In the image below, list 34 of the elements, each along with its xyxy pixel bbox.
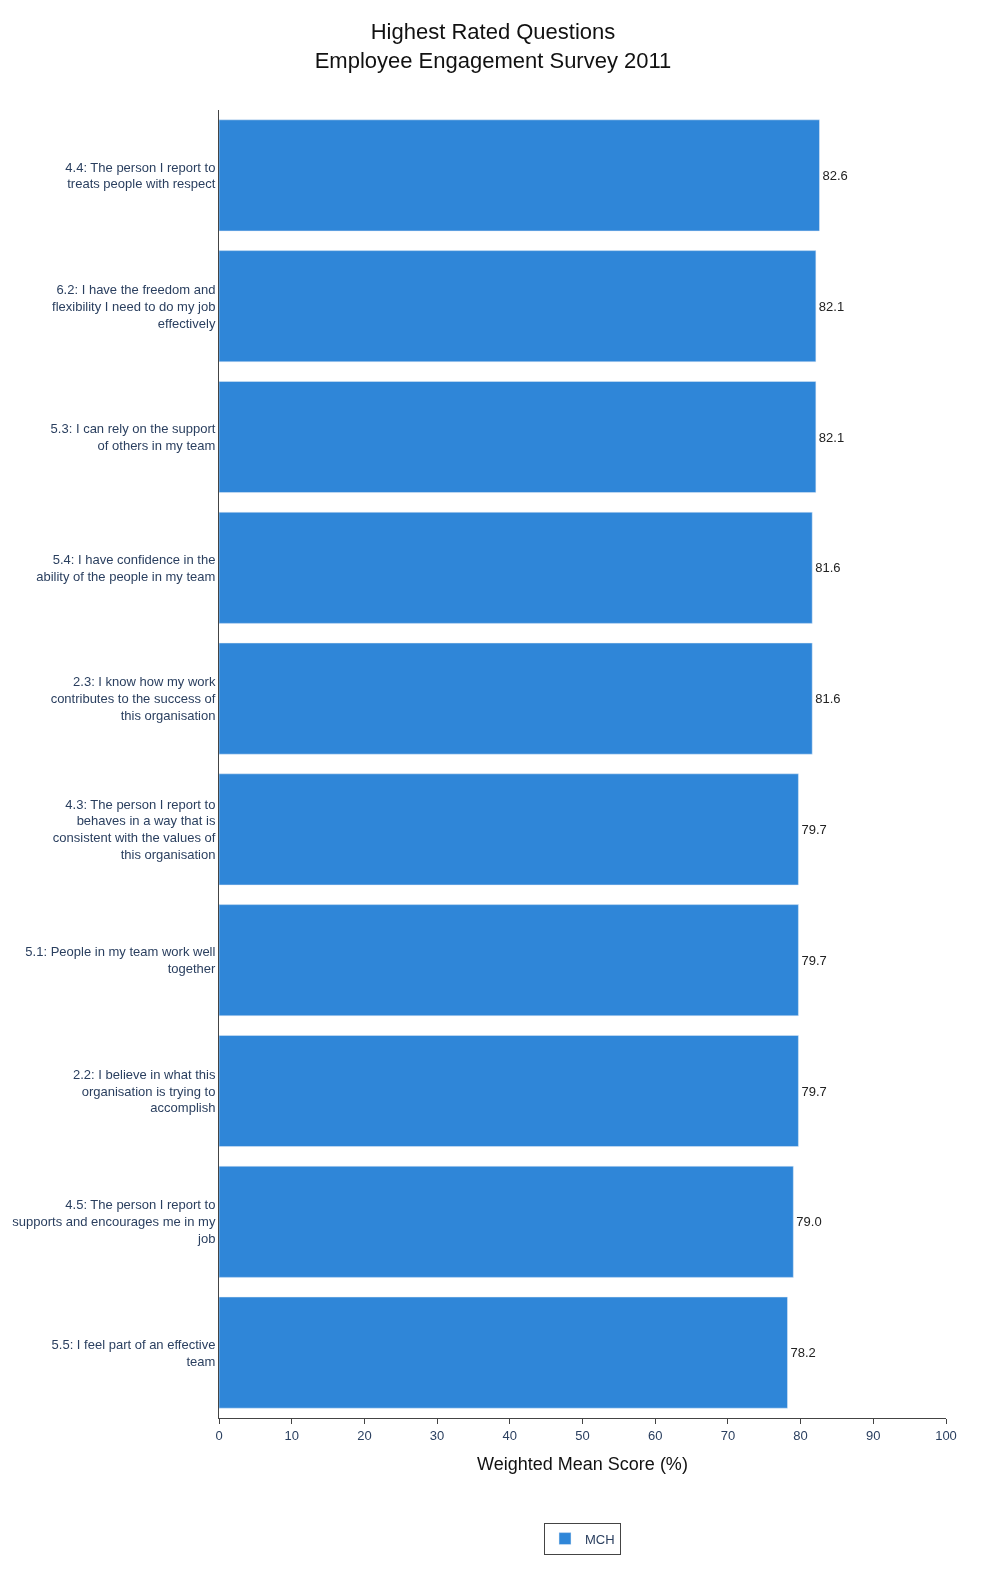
legend-label: MCH [585, 1531, 615, 1547]
y-tick-label: 5.1: People in my team work well together [25, 944, 217, 977]
data-label: 79.7 [801, 952, 827, 968]
x-tick-label: 100 [935, 1427, 957, 1443]
x-tick-label: 50 [575, 1427, 590, 1443]
chart-title: Highest Rated Questions Employee Engagement Survey 2011 [314, 19, 672, 74]
data-label: 79.7 [801, 1083, 827, 1099]
y-tick-label: 4.5: The person I report to supports and encourages me in my job [12, 1197, 216, 1247]
data-label: 79.0 [796, 1214, 822, 1230]
x-tick-label: 40 [502, 1427, 518, 1443]
data-label: 82.6 [822, 167, 848, 183]
x-tick-label: 70 [720, 1427, 736, 1443]
data-label: 81.6 [815, 691, 841, 707]
y-tick-label: 4.4: The person I report to treats people with respect [65, 159, 216, 192]
y-tick-label: 5.4: I have confidence in the ability of the people in my team [36, 551, 216, 584]
x-tick-label: 60 [647, 1427, 663, 1443]
y-tick-label: 5.5: I feel part of an effective team [51, 1336, 216, 1369]
x-tick-label: 10 [284, 1427, 299, 1443]
data-label: 78.2 [790, 1345, 816, 1361]
y-tick-label: 6.2: I have the freedom and flexibility I need to do my job effectively [52, 281, 216, 331]
y-tick-label: 2.3: I know how my work contributes to the success of this organisation [50, 674, 216, 724]
x-tick-label: 30 [429, 1427, 445, 1443]
data-label: 82.1 [818, 298, 845, 314]
y-tick-label: 4.3: The person I report to behaves in a way that is consistent with the values of this organisation [52, 796, 216, 863]
data-label: 81.6 [815, 560, 841, 576]
y-tick-label: 2.2: I believe in what this organisation is trying to accomplish [73, 1066, 216, 1116]
x-tick-label: 80 [793, 1427, 808, 1443]
x-tick-label: 20 [357, 1427, 372, 1443]
data-label: 79.7 [801, 821, 827, 837]
y-tick-label: 5.3: I can rely on the support of others in my team [50, 421, 216, 453]
data-label: 82.1 [818, 429, 845, 445]
x-tick-label: 90 [866, 1427, 881, 1443]
x-tick-label: 0 [215, 1427, 223, 1443]
x-axis-title: Weighted Mean Score (%) [477, 1453, 688, 1474]
